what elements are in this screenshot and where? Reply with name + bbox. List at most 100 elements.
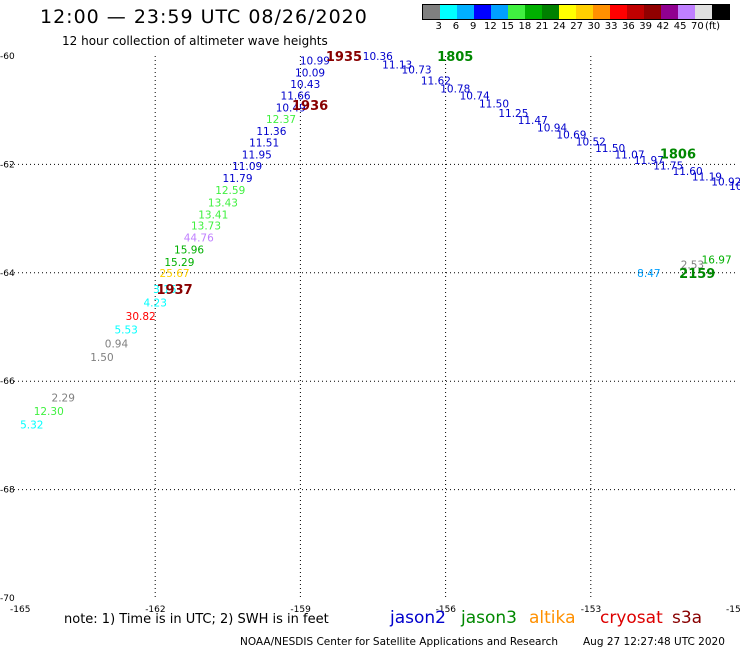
swh-value-label: 1.50 [90, 352, 113, 364]
color-swatch [423, 5, 440, 19]
color-scale-label: 70 [691, 21, 704, 32]
color-swatch [678, 5, 695, 19]
satellite-s3a: s3a [672, 608, 703, 628]
swh-value-label: 10.74 [460, 91, 490, 103]
swh-value-label: 0.94 [105, 338, 129, 350]
color-scale-label: 21 [535, 21, 549, 32]
x-tick-label: -159 [290, 605, 311, 615]
x-tick-label: -162 [145, 605, 165, 615]
x-tick-label: -165 [10, 605, 30, 615]
color-swatch [491, 5, 508, 19]
color-scale-label: 30 [587, 21, 601, 32]
color-swatch [644, 5, 661, 19]
color-scale-label: 12 [484, 21, 497, 32]
color-swatch [440, 5, 457, 19]
color-scale-label: 3 [435, 21, 442, 32]
satellite-jason3: jason3 [461, 608, 517, 628]
satellite-altika: altika [529, 608, 576, 628]
color-swatch [474, 5, 491, 19]
swh-value-label: 44.76 [184, 233, 214, 245]
swh-value-label: 12.37 [266, 114, 296, 126]
color-swatch [559, 5, 576, 19]
swh-value-label: 30.82 [126, 311, 156, 323]
color-swatch [508, 5, 525, 19]
swh-value-label: 2.53 [681, 260, 704, 272]
swh-value-label: 11.51 [249, 138, 279, 150]
color-scale [422, 4, 730, 20]
color-scale-label: 36 [622, 21, 635, 32]
color-swatch [576, 5, 593, 19]
swh-value-label: 11.75 [653, 160, 683, 172]
swh-value-label: 4.23 [144, 298, 167, 310]
swh-value-label: 10.43 [290, 79, 320, 91]
swh-value-label: 11.79 [222, 173, 252, 185]
swh-value-label: 15.29 [164, 257, 194, 269]
y-tick-label: -70 [0, 594, 15, 604]
swh-value-label: 2.29 [52, 392, 75, 404]
swh-value-label: 11.66 [281, 91, 311, 103]
swh-value-label: 10.5 [729, 181, 740, 193]
swh-value-label: 11.97 [634, 155, 664, 167]
swh-value-label: 11.25 [498, 108, 528, 120]
swh-value-label: 25.67 [160, 268, 190, 280]
x-tick-label: -153 [581, 605, 601, 615]
color-scale-labels: 3 6 9 12 15 18 21 24 27 30 33 36 39 42 45 70 [422, 21, 706, 32]
color-swatch [610, 5, 627, 19]
swh-value-label: 11.07 [614, 150, 644, 162]
color-scale-label: 6 [452, 21, 460, 32]
swh-value-label: 15.96 [174, 244, 204, 256]
color-swatch [627, 5, 644, 19]
swh-value-label: 5.53 [114, 325, 137, 337]
swh-value-label: 10.99 [300, 55, 330, 67]
x-tick-label: -156 [436, 605, 457, 615]
swh-value-label: 10.78 [440, 84, 470, 96]
satellite-jason2: jason2 [390, 608, 446, 628]
swh-value-label: 13.73 [191, 221, 221, 233]
footer-note: note: 1) Time is in UTC; 2) SWH is in fe… [64, 612, 329, 627]
swh-value-label: 11.13 [382, 60, 412, 72]
swh-value-label: 10.73 [402, 65, 432, 77]
color-scale-label: 9 [469, 21, 477, 32]
swh-value-label: 13.43 [208, 197, 238, 209]
color-swatch [712, 5, 729, 19]
y-tick-label: -66 [0, 377, 15, 387]
swh-value-label: 10.52 [576, 137, 606, 149]
swh-value-label: 10.09 [295, 67, 325, 79]
swh-value-label: 11.50 [595, 143, 625, 155]
chart-title: 12:00 — 23:59 UTC 08/26/2020 [40, 6, 368, 28]
swh-value-label: 11.36 [256, 126, 286, 138]
color-swatch [542, 5, 559, 19]
y-tick-label: -62 [0, 160, 15, 170]
swh-value-label: 5.32 [20, 420, 43, 432]
swh-value-label: 11.95 [242, 150, 272, 162]
satellite-cryosat: cryosat [600, 608, 663, 628]
color-swatch [593, 5, 610, 19]
color-scale-label: 39 [639, 21, 652, 32]
y-tick-label: -60 [0, 52, 15, 62]
credit-text: NOAA/NESDIS Center for Satellite Applica… [240, 636, 558, 648]
pass-time-label: 1806 [660, 148, 696, 163]
color-scale-unit: (ft) [705, 21, 721, 32]
swh-value-label: 11.47 [518, 115, 548, 127]
swh-value-label: 11.09 [232, 161, 262, 173]
color-scale-label: 27 [570, 21, 583, 32]
y-tick-label: -68 [0, 486, 15, 496]
swh-value-label: 13.41 [198, 209, 228, 221]
swh-value-label: 12.30 [34, 406, 64, 418]
color-scale-label: 15 [501, 21, 514, 32]
color-swatch [457, 5, 474, 19]
pass-time-label: 1935 [326, 50, 362, 65]
swh-value-label: 8.47 [637, 268, 660, 280]
swh-value-label: 16.97 [702, 254, 732, 266]
swh-value-label: 11.60 [673, 166, 703, 178]
swh-value-label: 11.19 [692, 171, 722, 183]
x-tick-label: -15 [726, 605, 740, 615]
swh-value-label: 10.69 [556, 130, 586, 142]
color-scale-label: 18 [518, 21, 532, 32]
color-swatch [695, 5, 712, 19]
pass-time-label: 2159 [679, 267, 715, 282]
swh-value-label: 11.50 [479, 99, 509, 111]
color-swatch [525, 5, 542, 19]
y-tick-label: -64 [0, 269, 15, 279]
